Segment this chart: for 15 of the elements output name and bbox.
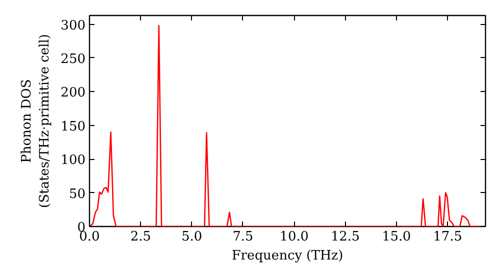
x-tick-label: 17.5 <box>433 230 462 244</box>
y-tick-label: 250 <box>60 52 86 67</box>
x-tick-label: 10.0 <box>280 230 309 244</box>
x-tick-label: 5.0 <box>181 230 202 244</box>
y-tick-label: 50 <box>68 186 86 202</box>
x-tick-label: 12.5 <box>330 230 360 244</box>
y-tick-label: 150 <box>60 119 86 134</box>
x-tick-label: 7.5 <box>232 230 254 244</box>
x-tick-label: 2.5 <box>130 230 152 244</box>
x-axis-title: Frequency (THz) <box>232 248 344 264</box>
y-tick-label: 200 <box>60 86 86 101</box>
y-tick-label: 300 <box>60 18 86 34</box>
y-tick-label: 100 <box>60 153 86 168</box>
y-axis-title: Phonon DOS (States/THz·primitive cell) <box>20 34 53 208</box>
x-tick-label: 15.0 <box>382 230 411 244</box>
